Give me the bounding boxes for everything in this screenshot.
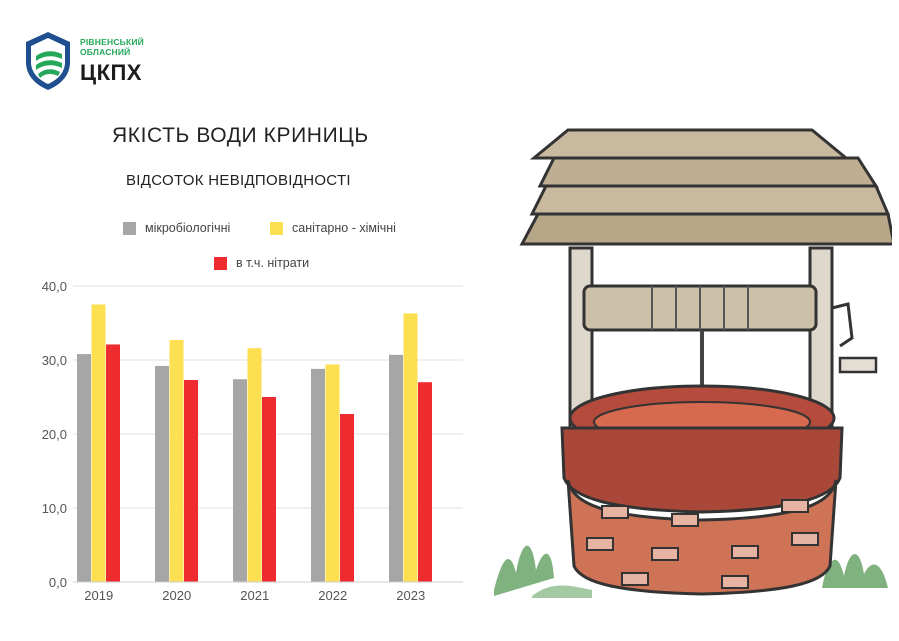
- x-tick-label: 2021: [240, 588, 269, 603]
- y-tick-label: 40,0: [42, 279, 67, 294]
- bar-2021-series-2: [262, 397, 276, 582]
- x-tick-label: 2023: [396, 588, 425, 603]
- bar-2023-series-2: [418, 382, 432, 582]
- bar-2021-series-0: [233, 379, 247, 582]
- bar-2020-series-1: [169, 340, 184, 582]
- bar-2022-series-1: [325, 364, 340, 582]
- y-tick-label: 20,0: [42, 427, 67, 442]
- shield-logo-icon: [26, 32, 70, 90]
- bar-2023-series-1: [403, 313, 418, 582]
- organization-logo: РІВНЕНСЬКИЙ ОБЛАСНИЙ ЦКПХ: [22, 30, 162, 92]
- legend-swatch-sanitary: [270, 222, 283, 235]
- bar-2023-series-0: [389, 354, 403, 582]
- legend-swatch-microbio: [123, 222, 136, 235]
- chart-subtitle: ВІДСОТОК НЕВІДПОВІДНОСТІ: [126, 172, 351, 189]
- logo-line-1: РІВНЕНСЬКИЙ: [80, 37, 144, 47]
- bar-2020-series-2: [184, 379, 198, 582]
- bar-2020-series-0: [155, 365, 169, 582]
- legend-label-nitrates: в т.ч. нітрати: [236, 256, 310, 270]
- legend-label-microbio: мікробіологічні: [145, 221, 231, 235]
- bar-2022-series-2: [340, 414, 354, 582]
- x-tick-label: 2020: [162, 588, 191, 603]
- bar-2022-series-0: [311, 368, 325, 582]
- logo-line-3: ЦКПХ: [80, 60, 142, 85]
- x-tick-label: 2022: [318, 588, 347, 603]
- legend-label-sanitary: санітарно - хімічні: [292, 221, 396, 235]
- chart-title: ЯКІСТЬ ВОДИ КРИНИЦЬ: [112, 124, 369, 147]
- logo-line-2: ОБЛАСНИЙ: [80, 47, 131, 57]
- legend-swatch-nitrates: [214, 257, 227, 270]
- bar-2021-series-1: [247, 348, 262, 582]
- bar-2019-series-2: [106, 344, 120, 582]
- x-tick-label: 2019: [84, 588, 113, 603]
- bar-2019-series-0: [77, 354, 91, 582]
- bar-2019-series-1: [91, 304, 106, 582]
- y-tick-label: 0,0: [49, 575, 67, 590]
- y-tick-label: 30,0: [42, 353, 67, 368]
- water-well-icon: [494, 128, 892, 598]
- y-tick-label: 10,0: [42, 501, 67, 516]
